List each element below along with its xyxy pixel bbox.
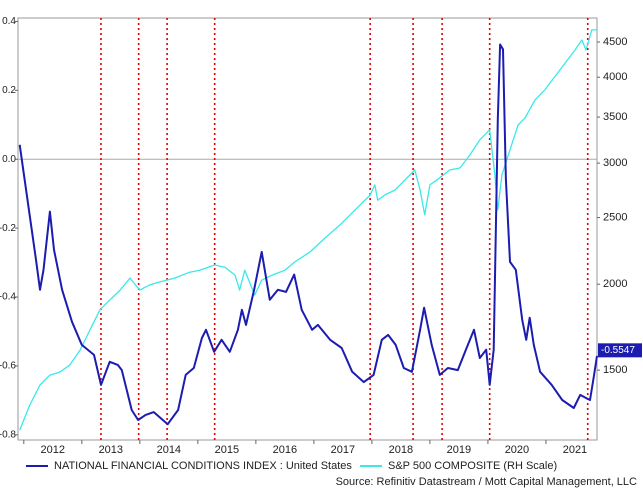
x-tick-label: 2019 [447, 444, 471, 456]
y2-tick-label: 4000 [603, 71, 627, 83]
x-tick-label: 2018 [389, 444, 413, 456]
y2-tick-label: 2000 [603, 278, 627, 290]
last-value-label: -0.5547 [601, 345, 635, 356]
x-tick-label: 2021 [563, 444, 587, 456]
y-tick-label: -0.6 [0, 361, 16, 372]
legend-label: NATIONAL FINANCIAL CONDITIONS INDEX : Un… [54, 460, 352, 472]
y2-tick-label: 1500 [603, 364, 627, 376]
y-tick-label: 0.4 [2, 16, 16, 27]
y2-tick-label: 3500 [603, 111, 627, 123]
last-value-box [598, 343, 642, 358]
x-tick-label: 2012 [41, 444, 65, 456]
x-tick-label: 2017 [331, 444, 355, 456]
series-line [19, 29, 597, 431]
series-line [18, 43, 598, 426]
legend-label: S&P 500 COMPOSITE (RH Scale) [388, 460, 557, 472]
x-tick-label: 2013 [99, 444, 123, 456]
y2-tick-label: 3000 [603, 157, 627, 169]
y-tick-label: -0.2 [0, 223, 16, 234]
x-tick-label: 2020 [505, 444, 529, 456]
x-tick-label: 2014 [157, 444, 181, 456]
y-tick-label: 0.2 [2, 85, 16, 96]
y-tick-label: -0.8 [0, 429, 16, 440]
y2-tick-label: 4500 [603, 36, 627, 48]
source: Source: Refinitiv Datastream / Mott Capi… [336, 476, 637, 488]
y-tick-label: -0.4 [0, 292, 16, 303]
y-tick-label: 0.0 [2, 154, 16, 165]
y2-tick-label: 2500 [603, 211, 627, 223]
plot-frame [17, 17, 598, 441]
x-tick-label: 2015 [215, 444, 239, 456]
x-tick-label: 2016 [273, 444, 297, 456]
